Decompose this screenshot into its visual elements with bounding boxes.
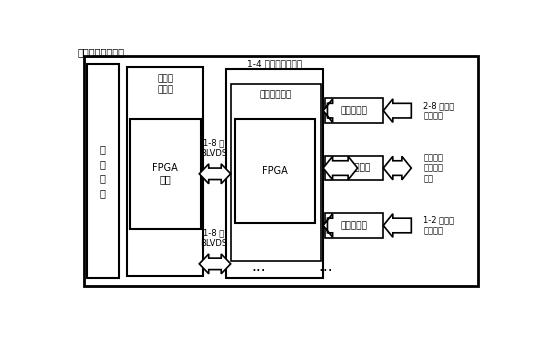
Bar [325, 213, 384, 238]
Bar [226, 69, 323, 278]
Text: 2-8 路百兆
网络信号: 2-8 路百兆 网络信号 [423, 101, 455, 120]
Bar [231, 84, 321, 261]
Text: 数据处
理插件: 数据处 理插件 [157, 75, 173, 94]
Bar [87, 64, 119, 278]
Text: 1-8 对
BLVDS: 1-8 对 BLVDS [200, 229, 228, 248]
Text: 千兆网接口: 千兆网接口 [341, 221, 368, 230]
Text: ...: ... [251, 259, 266, 274]
Polygon shape [199, 164, 231, 184]
Bar [128, 67, 203, 276]
Bar [325, 156, 384, 180]
Text: 1-2 路千兆
网络信号: 1-2 路千兆 网络信号 [423, 216, 455, 235]
Text: 百兆网接口: 百兆网接口 [341, 106, 368, 115]
Text: 1-8 对
BLVDS: 1-8 对 BLVDS [200, 139, 228, 158]
Polygon shape [384, 156, 411, 180]
Bar [325, 98, 384, 123]
Text: 1-4 块数据采集插件: 1-4 块数据采集插件 [247, 59, 302, 68]
Text: 数字故障录波装置: 数字故障录波装置 [78, 47, 125, 57]
Text: FPGA: FPGA [262, 166, 287, 176]
Bar [130, 119, 200, 228]
Text: ...: ... [318, 259, 332, 274]
Polygon shape [199, 254, 231, 274]
Text: 可能有的
个别特殊
信号: 可能有的 个别特殊 信号 [423, 153, 443, 183]
Polygon shape [323, 156, 357, 180]
Polygon shape [384, 99, 411, 122]
Text: FPGA
芯片: FPGA 芯片 [152, 163, 178, 185]
Bar [235, 119, 315, 223]
Polygon shape [323, 99, 332, 122]
Text: 少量特殊接口: 少量特殊接口 [338, 163, 370, 173]
Text: 数据采集插件: 数据采集插件 [260, 90, 292, 99]
Bar [84, 56, 478, 286]
Polygon shape [323, 214, 332, 237]
Text: 管
理
单
元: 管 理 单 元 [100, 144, 105, 198]
Polygon shape [384, 214, 411, 237]
